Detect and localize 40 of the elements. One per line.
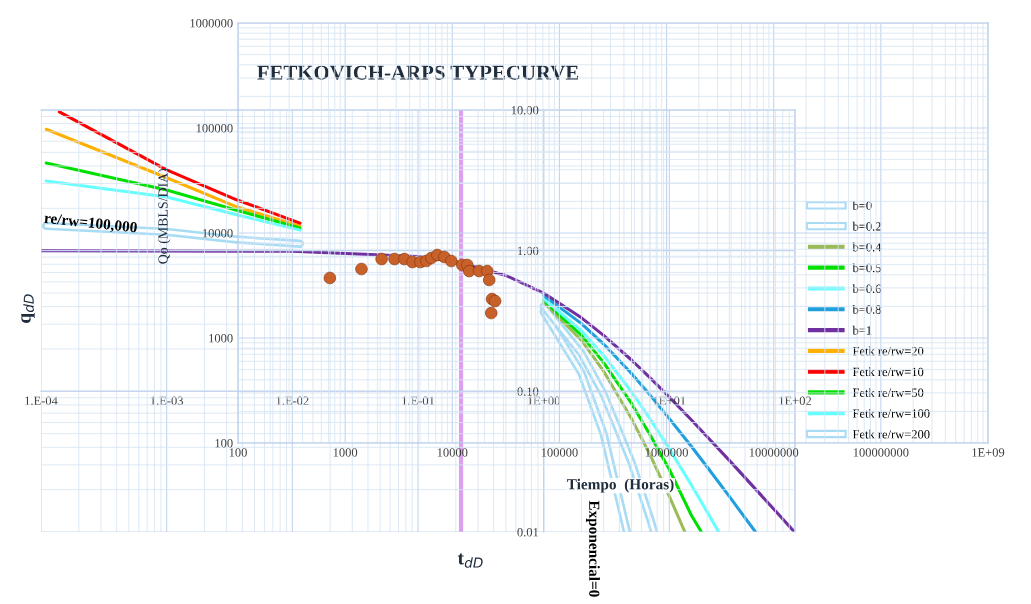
y-tick-label: 0.10 [517,387,539,396]
x-tick-label: 1E+02 [779,396,812,405]
legend-label: b=0 [852,201,872,210]
y-tick-label: 1.00 [518,246,539,256]
y-tick-label: 1000000 [190,19,233,28]
x-tick-label: 1E+09 [972,448,1005,457]
legend-label: b=0.4 [852,242,882,252]
annotation: re/rw=100,000 [43,212,138,235]
legend-label: Fetk re/rw=100 [852,408,930,418]
x-tick-label: 1000 [333,448,358,457]
legend-label: Fetk re/rw=20 [852,346,924,356]
y-tick-label: 100000 [196,124,233,133]
y-tick-label: 10000 [202,229,233,238]
legend-label: Fetk re/rw=50 [852,388,924,397]
x-axis-title: t$_{dD}$ [457,553,483,568]
legend-label: Fetk re/rw=10 [852,367,924,377]
x-axis-title: Tiempo (Horas) [566,478,674,493]
legend-label: b=0.6 [852,284,882,294]
y-axis-title: Qo (MBLS/DIA) [157,168,171,264]
x-tick-label: 1.E-02 [276,396,309,406]
x-tick-label: 1.E-03 [150,396,184,406]
x-tick-label: 100000000 [853,448,909,457]
x-tick-label: 1.E-04 [25,396,58,406]
y-tick-label: 100 [215,439,233,448]
legend-label: b=0.2 [852,221,881,231]
legend-label: Fetk re/rw=200 [852,429,930,439]
x-tick-label: 10000000 [749,448,799,457]
legend-label: b=0.8 [852,304,881,314]
x-tick-label: 1.E-01 [402,396,435,406]
chart-title: FETKOVICH-ARPS TYPECURVE [257,65,579,80]
y-tick-label: 10.00 [511,106,539,115]
y-tick-label: 1000 [209,334,233,343]
legend-label: b=0.5 [852,263,881,273]
annotation: Exponencial=0 [586,500,600,597]
legend-label: b=1 [852,325,872,335]
y-axis-title: q$_{dD}$ [21,294,35,323]
x-tick-label: 100000 [541,448,578,457]
y-tick-label: 0.01 [517,528,539,537]
x-tick-label: 100 [229,448,247,457]
x-tick-label: 10000 [437,448,468,457]
